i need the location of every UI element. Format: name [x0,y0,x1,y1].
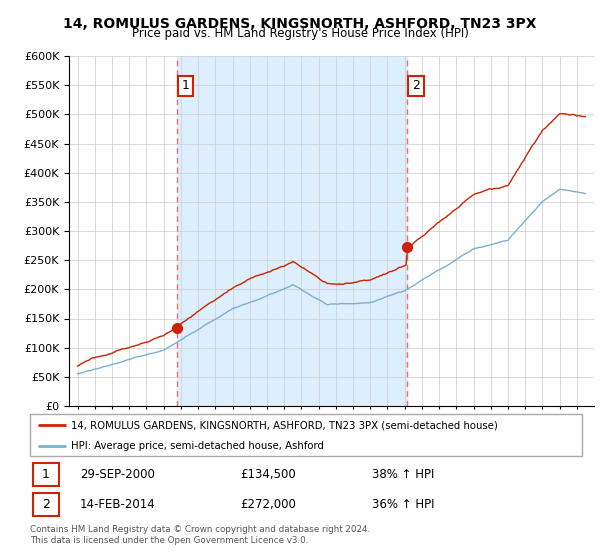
Text: 29-SEP-2000: 29-SEP-2000 [80,468,155,482]
Text: Contains HM Land Registry data © Crown copyright and database right 2024.
This d: Contains HM Land Registry data © Crown c… [30,525,370,545]
FancyBboxPatch shape [33,493,59,516]
Text: Price paid vs. HM Land Registry's House Price Index (HPI): Price paid vs. HM Land Registry's House … [131,27,469,40]
FancyBboxPatch shape [30,414,582,456]
Text: £134,500: £134,500 [240,468,296,482]
Text: 36% ↑ HPI: 36% ↑ HPI [372,498,435,511]
Text: £272,000: £272,000 [240,498,296,511]
FancyBboxPatch shape [33,463,59,486]
Text: 1: 1 [42,468,50,482]
Text: 38% ↑ HPI: 38% ↑ HPI [372,468,434,482]
Text: HPI: Average price, semi-detached house, Ashford: HPI: Average price, semi-detached house,… [71,441,324,451]
Text: 14-FEB-2014: 14-FEB-2014 [80,498,155,511]
Text: 2: 2 [412,80,420,92]
Text: 14, ROMULUS GARDENS, KINGSNORTH, ASHFORD, TN23 3PX (semi-detached house): 14, ROMULUS GARDENS, KINGSNORTH, ASHFORD… [71,421,498,430]
Bar [176,56,407,406]
Text: 2: 2 [42,498,50,511]
Text: 14, ROMULUS GARDENS, KINGSNORTH, ASHFORD, TN23 3PX: 14, ROMULUS GARDENS, KINGSNORTH, ASHFORD… [63,17,537,31]
Text: 1: 1 [182,80,190,92]
